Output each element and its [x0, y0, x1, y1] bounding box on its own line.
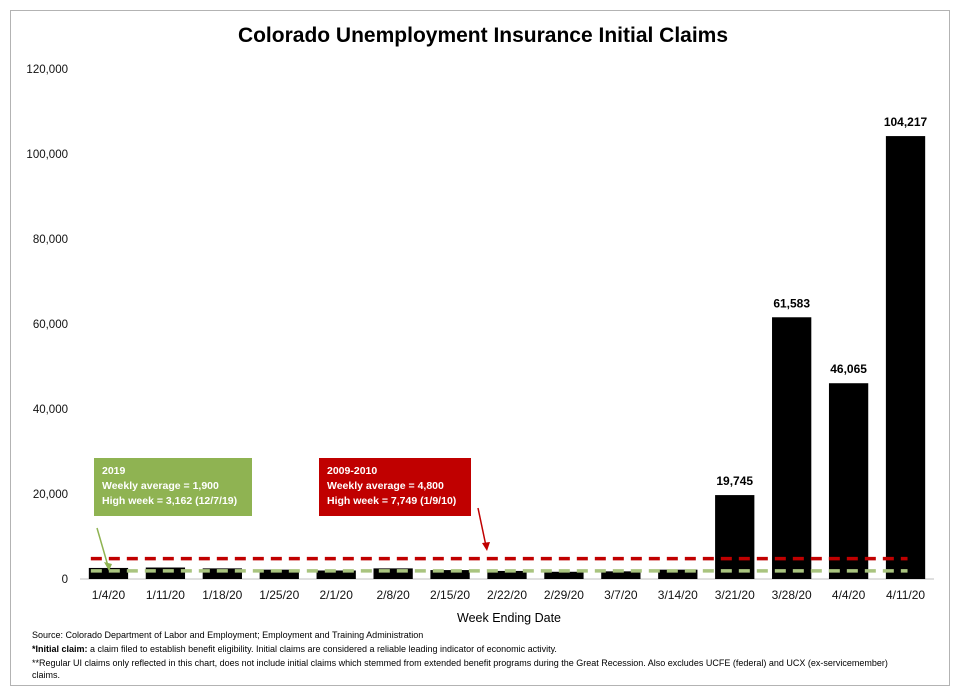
data-label: 46,065	[830, 362, 867, 376]
y-tick-label: 80,000	[33, 234, 68, 246]
annotation-2019-line2: High week = 3,162 (12/7/19)	[102, 495, 238, 507]
y-tick-label: 60,000	[33, 319, 68, 331]
bar	[259, 569, 299, 579]
x-tick-label: 4/4/20	[832, 588, 866, 602]
annotation-2009-2010: 2009-2010 Weekly average = 4,800 High we…	[319, 458, 471, 516]
arrow-2019-head	[104, 562, 112, 571]
chart-frame	[10, 10, 950, 686]
y-tick-label: 40,000	[33, 404, 68, 416]
bars	[88, 136, 926, 579]
y-tick-label: 20,000	[33, 489, 68, 501]
y-tick-label: 100,000	[26, 149, 68, 161]
x-tick-label: 2/1/20	[320, 588, 354, 602]
bar	[145, 567, 186, 579]
bar	[202, 568, 242, 579]
annotation-arrows	[96, 507, 490, 571]
annotation-2019-title: 2019	[102, 465, 126, 477]
data-label: 19,745	[716, 474, 753, 488]
y-tick-label: 120,000	[26, 64, 68, 76]
footnote-initial-claim-text: a claim filed to establish benefit eligi…	[87, 644, 557, 654]
bar	[430, 570, 470, 579]
x-tick-labels: 1/4/20 1/11/20 1/18/20 1/25/20 2/1/20 2/8/20 2…	[92, 588, 926, 602]
x-tick-label: 2/15/20	[430, 588, 470, 602]
footnote-initial-claim-term: *Initial claim:	[32, 644, 88, 654]
bar	[487, 570, 527, 579]
annotation-2009-2010-line1: Weekly average = 4,800	[327, 480, 444, 492]
x-tick-label: 1/25/20	[259, 588, 299, 602]
x-tick-label: 1/4/20	[92, 588, 126, 602]
footnote-regular-ui: **Regular UI claims only reflected in th…	[32, 658, 888, 680]
arrow-gr-shaft	[477, 507, 487, 547]
annotation-2009-2010-title: 2009-2010	[327, 465, 378, 477]
reference-lines	[90, 556, 908, 573]
annotation-2019-line1: Weekly average = 1,900	[102, 480, 219, 492]
bar	[316, 570, 356, 579]
x-tick-label: 3/21/20	[715, 588, 755, 602]
annotation-2019: 2019 Weekly average = 1,900 High week = …	[94, 458, 252, 516]
chart-title: Colorado Unemployment Insurance Initial …	[237, 24, 729, 47]
bar	[88, 567, 129, 579]
x-tick-label: 3/28/20	[772, 588, 812, 602]
x-tick-label: 2/29/20	[544, 588, 584, 602]
bar	[658, 569, 698, 579]
x-tick-label: 2/8/20	[376, 588, 410, 602]
data-label: 61,583	[773, 296, 810, 310]
x-tick-label: 1/18/20	[202, 588, 242, 602]
bar	[885, 136, 926, 579]
bar	[373, 568, 413, 579]
footnote-initial-claim: *Initial claim: a claim filed to establi…	[32, 643, 557, 655]
x-tick-label: 1/11/20	[146, 588, 185, 602]
arrow-gr-head	[482, 542, 490, 551]
source-note: Source: Colorado Department of Labor and…	[32, 630, 424, 640]
y-tick-label: 0	[62, 574, 68, 586]
bar	[544, 571, 584, 579]
x-tick-label: 2/22/20	[487, 588, 527, 602]
x-axis-title: Week Ending Date	[457, 611, 561, 625]
bar	[601, 571, 641, 579]
bar	[715, 495, 755, 579]
x-tick-label: 4/11/20	[886, 588, 925, 602]
data-labels: 19,745 61,583 46,065 104,217	[716, 115, 927, 488]
x-tick-label: 3/14/20	[658, 588, 698, 602]
annotation-2009-2010-line2: High week = 7,749 (1/9/10)	[327, 495, 457, 507]
bar	[772, 317, 812, 579]
arrow-2019-shaft	[96, 527, 109, 567]
x-tick-label: 3/7/20	[604, 588, 638, 602]
data-label: 104,217	[884, 115, 928, 129]
y-tick-labels: 0 20,000 40,000 60,000 80,000 100,000 120,000	[26, 64, 68, 586]
bar	[828, 383, 869, 579]
